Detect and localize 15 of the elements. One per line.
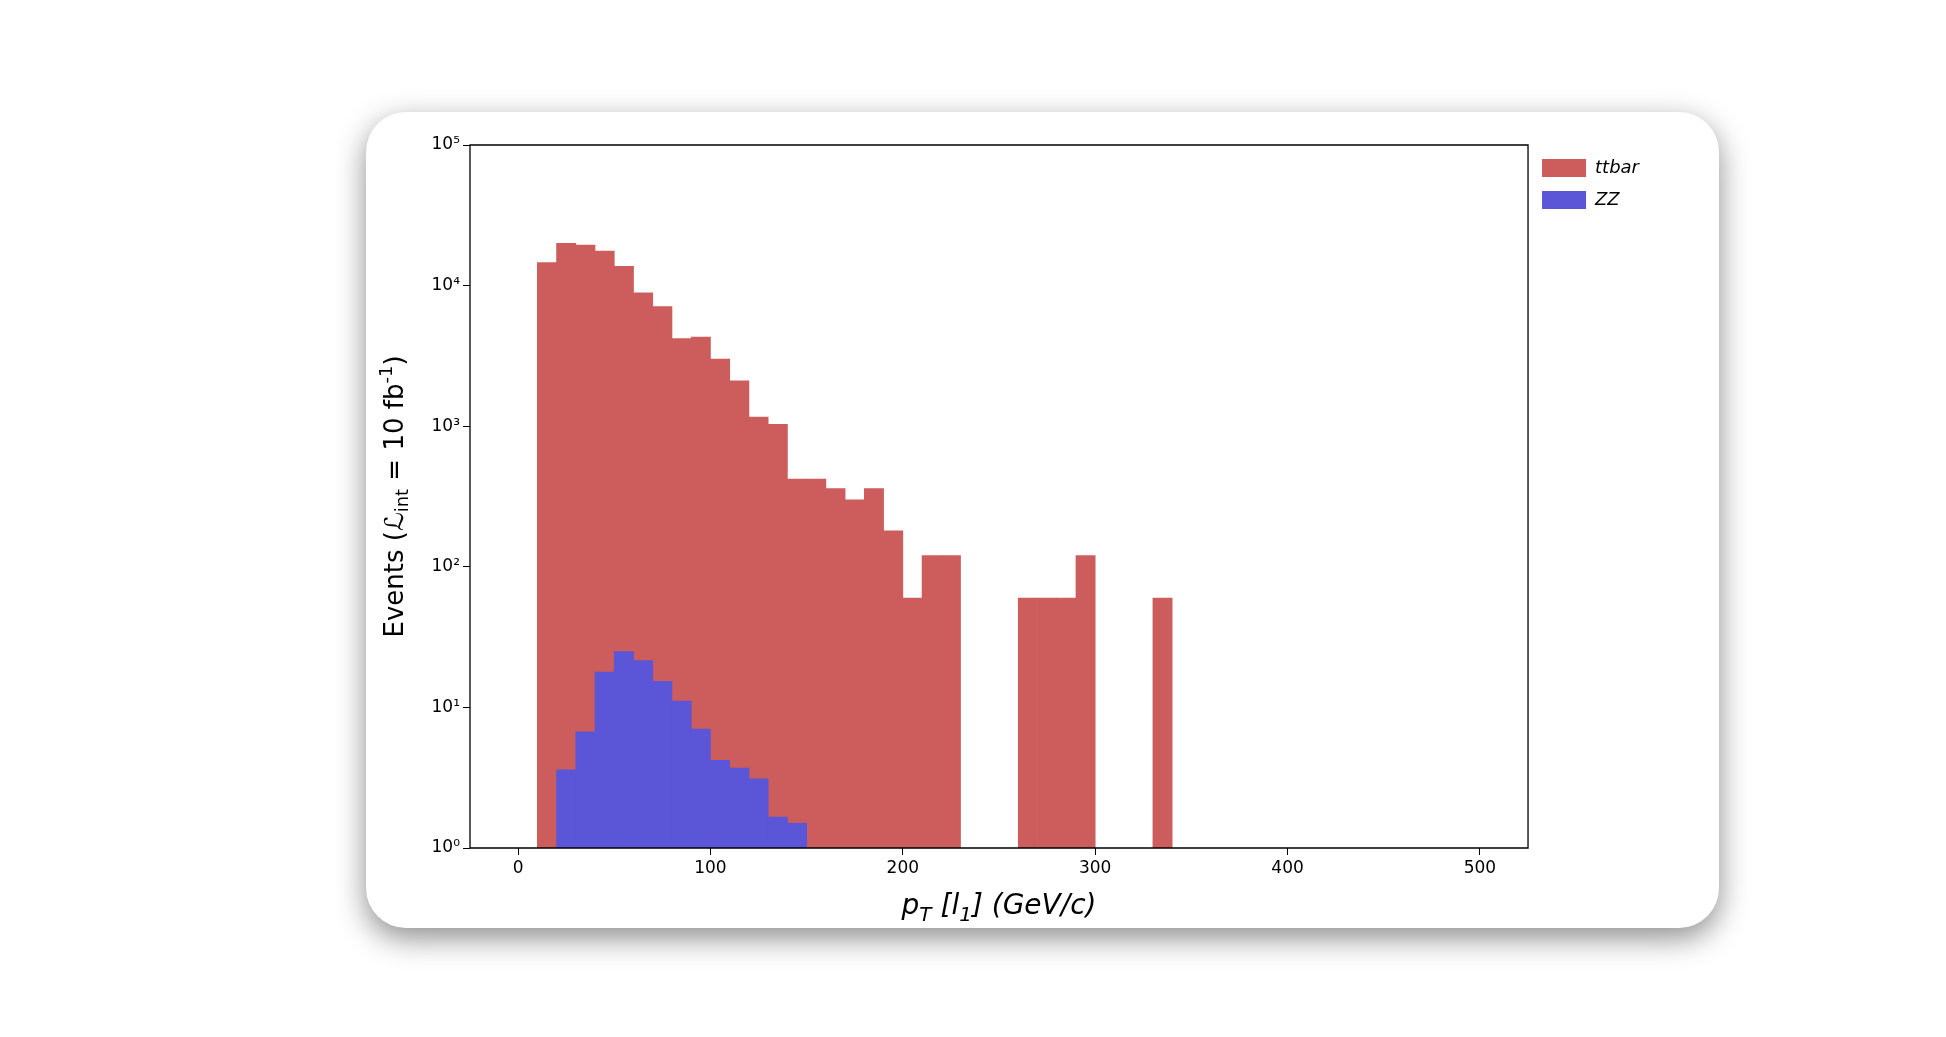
y-tick-label: 10⁰ bbox=[431, 836, 461, 857]
x-tick-label: 100 bbox=[694, 856, 727, 877]
legend-label: ttbar bbox=[1595, 155, 1641, 177]
x-tick-label: 200 bbox=[886, 856, 920, 877]
x-tick-label: 400 bbox=[1271, 856, 1304, 877]
y-tick-label: 10³ bbox=[431, 414, 460, 435]
y-tick-label: 10⁴ bbox=[431, 274, 461, 295]
y-tick-label: 10¹ bbox=[431, 695, 460, 716]
y-axis-title: Events (ℒint = 10 fb-1) bbox=[374, 355, 413, 638]
y-tick-label: 10⁵ bbox=[431, 133, 460, 154]
legend-label: ZZ bbox=[1594, 187, 1621, 209]
x-tick-label: 500 bbox=[1463, 856, 1497, 877]
x-tick-label: 0 bbox=[512, 856, 524, 877]
y-tick-label: 10² bbox=[431, 555, 460, 576]
x-tick-label: 300 bbox=[1078, 856, 1112, 877]
